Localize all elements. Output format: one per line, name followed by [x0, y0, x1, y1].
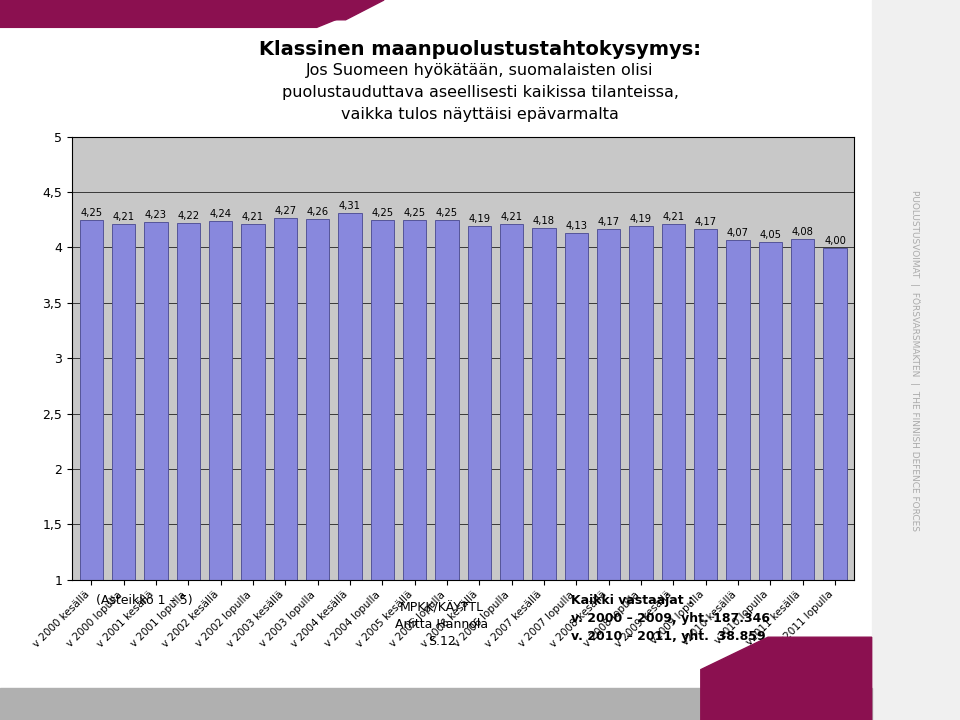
- Text: 4,17: 4,17: [598, 217, 620, 227]
- Text: 4,25: 4,25: [372, 208, 394, 218]
- Bar: [209, 221, 232, 580]
- Bar: [112, 224, 135, 580]
- Bar: [468, 227, 491, 580]
- Bar: [500, 224, 523, 580]
- Text: Jos Suomeen hyökätään, suomalaisten olisi: Jos Suomeen hyökätään, suomalaisten olis…: [306, 63, 654, 78]
- Text: 4,26: 4,26: [306, 207, 328, 217]
- Bar: [533, 228, 556, 580]
- Text: 4,25: 4,25: [436, 208, 458, 218]
- Bar: [306, 219, 329, 580]
- Text: Anitta Hannola: Anitta Hannola: [395, 618, 489, 631]
- Bar: [661, 224, 685, 580]
- Text: Klassinen maanpuolustustahtokysymys:: Klassinen maanpuolustustahtokysymys:: [259, 40, 701, 58]
- Text: 4,18: 4,18: [533, 215, 555, 225]
- Text: 4,19: 4,19: [630, 215, 652, 225]
- Text: 4,21: 4,21: [242, 212, 264, 222]
- Bar: [597, 229, 620, 580]
- Bar: [403, 220, 426, 580]
- Text: 4,23: 4,23: [145, 210, 167, 220]
- Text: puolustauduttava aseellisesti kaikissa tilanteissa,: puolustauduttava aseellisesti kaikissa t…: [281, 85, 679, 100]
- Bar: [177, 223, 200, 580]
- Text: S.12: S.12: [428, 635, 455, 648]
- Text: 4,22: 4,22: [178, 211, 200, 221]
- Bar: [791, 238, 814, 580]
- Text: 4,21: 4,21: [500, 212, 523, 222]
- Text: 4,08: 4,08: [792, 227, 814, 237]
- Bar: [241, 224, 265, 580]
- Text: 4,05: 4,05: [759, 230, 781, 240]
- Text: 4,07: 4,07: [727, 228, 749, 238]
- Text: 4,27: 4,27: [275, 206, 297, 215]
- Text: PUOLUSTUSVOIMAT  |  FÖRSVARSMAKTEN  |  THE FINNISH DEFENCE FORCES: PUOLUSTUSVOIMAT | FÖRSVARSMAKTEN | THE F…: [910, 189, 920, 531]
- Bar: [694, 229, 717, 580]
- Text: 4,13: 4,13: [565, 221, 588, 231]
- Text: 4,17: 4,17: [695, 217, 717, 227]
- Text: v. 2010 – 2011, yht.  38.859: v. 2010 – 2011, yht. 38.859: [571, 630, 766, 643]
- Bar: [371, 220, 394, 580]
- Text: 4,21: 4,21: [112, 212, 134, 222]
- Text: 4,24: 4,24: [209, 209, 231, 219]
- Bar: [824, 248, 847, 580]
- Bar: [436, 220, 459, 580]
- Text: 4,21: 4,21: [662, 212, 684, 222]
- Text: v. 2000 – 2009, yht. 187.346: v. 2000 – 2009, yht. 187.346: [571, 612, 770, 625]
- Text: 4,25: 4,25: [81, 208, 103, 218]
- Text: MPKK/KÄYTTL: MPKK/KÄYTTL: [399, 601, 484, 614]
- Text: Kaikki vastaajat :: Kaikki vastaajat :: [571, 594, 693, 607]
- Bar: [727, 240, 750, 580]
- Bar: [630, 227, 653, 580]
- Text: 4,19: 4,19: [468, 215, 491, 225]
- Bar: [564, 233, 588, 580]
- Bar: [339, 213, 362, 580]
- Bar: [274, 217, 297, 580]
- Text: 4,00: 4,00: [824, 235, 846, 246]
- Text: 4,31: 4,31: [339, 201, 361, 211]
- Text: (Asteikko 1 – 5): (Asteikko 1 – 5): [96, 594, 193, 607]
- Bar: [144, 222, 168, 580]
- Text: 4,25: 4,25: [403, 208, 426, 218]
- Bar: [80, 220, 103, 580]
- Text: vaikka tulos näyttäisi epävarmalta: vaikka tulos näyttäisi epävarmalta: [341, 107, 619, 122]
- Bar: [758, 242, 782, 580]
